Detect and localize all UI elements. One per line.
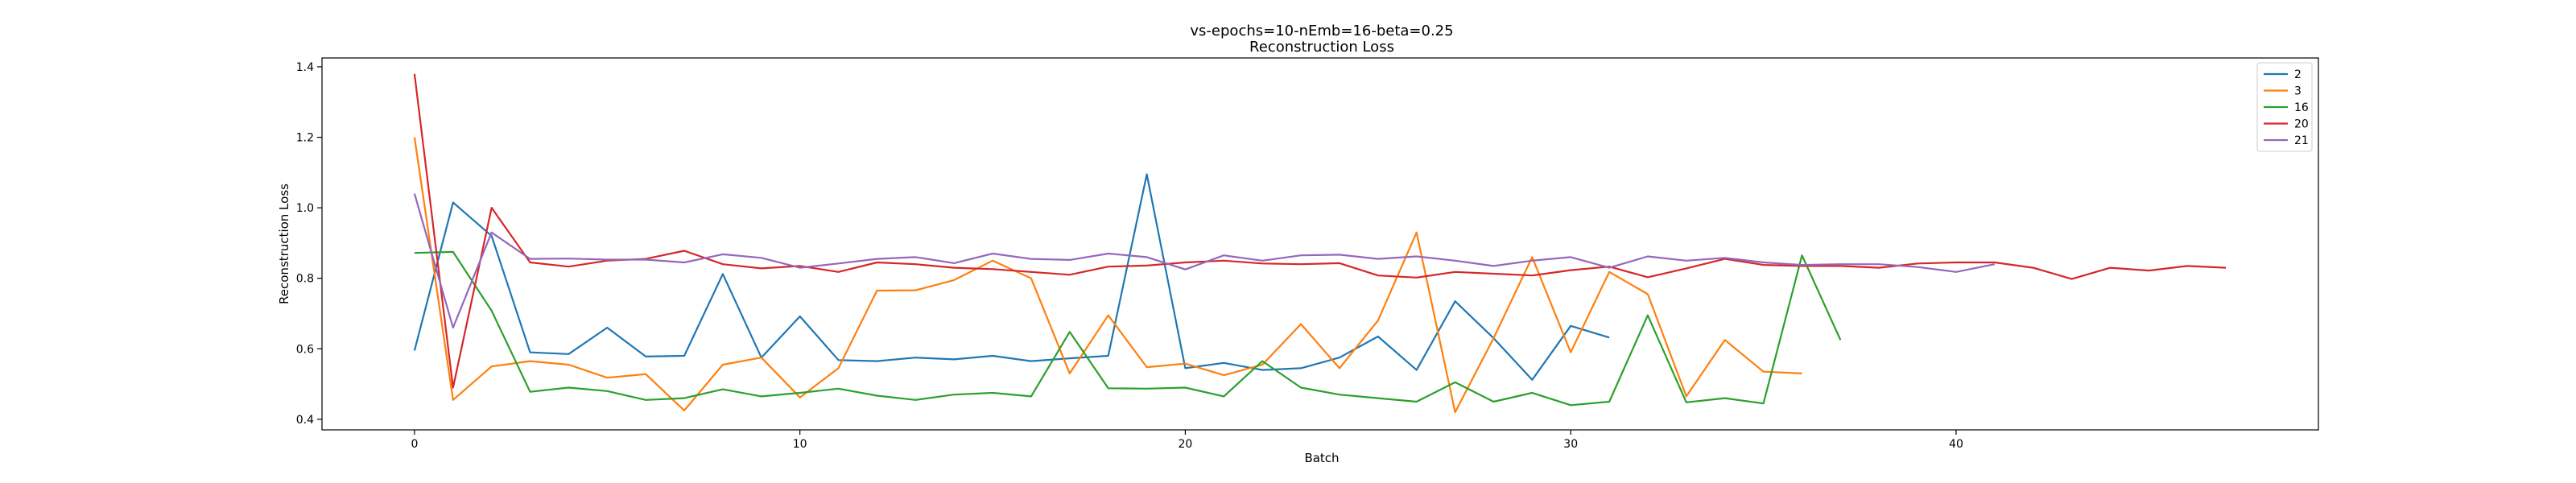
y-tick-label: 0.8: [296, 273, 314, 286]
plot-area: [321, 57, 2319, 431]
series-line-20: [413, 73, 2227, 389]
legend-label-20: 20: [2294, 118, 2309, 131]
series-line-2: [413, 173, 1610, 381]
x-axis-label: Batch: [1304, 451, 1339, 465]
y-tick-label: 1.2: [296, 132, 314, 145]
legend-label-3: 3: [2294, 85, 2301, 98]
x-tick-label: 30: [1563, 438, 1578, 451]
legend-label-16: 16: [2294, 101, 2309, 114]
legend: 2 3 16 20 21: [2256, 62, 2313, 152]
y-axis-ticks: 0.4 0.6 0.8 1.0 1.2 1.4: [296, 61, 322, 427]
series-line-16: [414, 250, 1842, 407]
chart-subtitle: Reconstruction Loss: [1249, 39, 1394, 56]
x-tick-label: 10: [793, 438, 807, 451]
series-line-3: [413, 137, 1802, 414]
x-tick-label: 40: [1949, 438, 1963, 451]
x-tick-label: 20: [1179, 438, 1193, 451]
y-tick-label: 0.4: [296, 414, 314, 427]
x-tick-label: 0: [411, 438, 418, 451]
y-axis-label: Reconstruction Loss: [277, 184, 291, 304]
chart-title: vs-epochs=10-nEmb=16-beta=0.25: [1190, 23, 1453, 39]
series-layer: [413, 73, 2227, 414]
y-tick-label: 1.4: [296, 61, 314, 74]
legend-label-2: 2: [2294, 68, 2301, 81]
y-tick-label: 0.6: [296, 343, 314, 356]
y-tick-label: 1.0: [296, 202, 314, 215]
legend-label-21: 21: [2294, 134, 2309, 147]
x-axis-ticks: 0 10 20 30 40: [411, 430, 1963, 451]
series-line-21: [413, 193, 1996, 329]
